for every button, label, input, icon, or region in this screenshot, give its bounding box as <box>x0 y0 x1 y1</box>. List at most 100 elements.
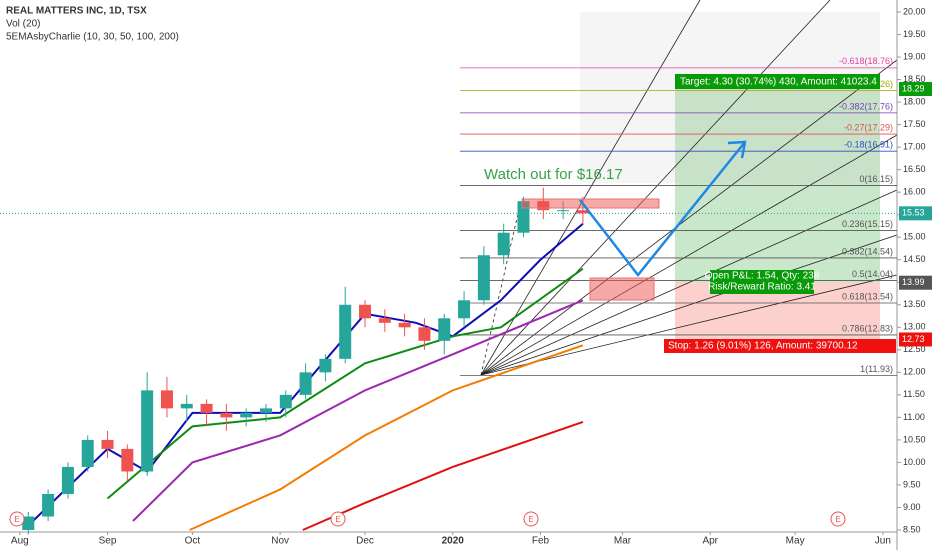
earnings-label: E <box>835 515 840 524</box>
earnings-marker <box>523 511 539 527</box>
candle-body <box>576 210 589 214</box>
price-label-box <box>899 332 932 347</box>
price-label: 15.53 <box>902 208 925 218</box>
candle-body <box>497 232 510 256</box>
y-tick-label: 16.50 <box>903 164 926 174</box>
y-tick-label: 20.00 <box>903 6 926 16</box>
y-tick-label: 9.00 <box>903 502 921 512</box>
y-tick-label: 14.50 <box>903 254 926 264</box>
price-label-box <box>899 82 932 97</box>
fan-ray <box>480 274 898 376</box>
fan-ray <box>480 0 831 376</box>
fib-label: 0.618(13.54) <box>842 291 893 301</box>
volume-label: Vol (20) <box>6 19 40 30</box>
x-tick-label: Sep <box>99 536 117 547</box>
target-text: Target: 4.30 (30.74%) 430, Amount: 41023… <box>680 77 877 88</box>
candle-body <box>220 412 233 418</box>
symbol-title: REAL MATTERS INC, 1D, TSX <box>6 6 147 17</box>
price-label-box <box>899 275 932 290</box>
fib-label: 0(16.15) <box>859 174 893 184</box>
candle-body <box>160 390 173 409</box>
ema-line <box>189 344 584 531</box>
y-tick-label: 18.00 <box>903 96 926 106</box>
fan-shade <box>580 12 880 184</box>
candle-body <box>398 322 411 328</box>
candle-body <box>557 210 570 212</box>
price-label-box <box>899 206 932 221</box>
annotation: Watch out for $16.17 <box>484 166 623 183</box>
candle-body <box>42 493 55 517</box>
earnings-label: E <box>14 515 19 524</box>
fib-label: -0.18(16.91) <box>844 140 893 150</box>
fib-label: 0.382(14.54) <box>842 246 893 256</box>
ema-line <box>132 299 584 522</box>
fib-label: 1(11.93) <box>860 364 893 374</box>
x-tick-label: Feb <box>532 536 550 547</box>
fan-ray <box>480 204 521 376</box>
pnl-text: Risk/Reward Ratio: 3.41 <box>708 282 816 293</box>
indicator-label: 5EMAsbyCharlie (10, 30, 50, 100, 200) <box>6 32 179 43</box>
x-tick-label: May <box>786 536 805 547</box>
fib-label: -0.382(17.76) <box>839 101 893 111</box>
candle-body <box>180 403 193 409</box>
candle-body <box>101 439 114 449</box>
earnings-label: E <box>335 515 340 524</box>
fib-label: -0.27(17.29) <box>844 122 893 132</box>
y-tick-label: 18.50 <box>903 74 926 84</box>
fib-label: 0.5(14.04) <box>852 269 893 279</box>
ema-line <box>106 267 584 500</box>
candle-body <box>477 255 490 301</box>
x-tick-label: Jun <box>875 536 891 547</box>
stop-box <box>664 339 896 353</box>
earnings-marker <box>330 511 346 527</box>
y-tick-label: 10.50 <box>903 434 926 444</box>
y-tick-label: 19.50 <box>903 29 926 39</box>
earnings-marker <box>830 511 846 527</box>
y-tick-label: 11.00 <box>903 412 925 422</box>
projection-arrow <box>579 141 746 278</box>
candle-body <box>141 390 154 472</box>
candle-body <box>81 439 94 467</box>
candle-body <box>319 358 332 373</box>
candle-body <box>438 318 451 341</box>
candle-body <box>339 304 352 359</box>
x-tick-label: Apr <box>702 536 718 547</box>
x-tick-label: Oct <box>185 536 201 547</box>
zone <box>521 198 660 209</box>
price-label: 18.29 <box>902 83 925 93</box>
y-tick-label: 17.00 <box>903 142 926 152</box>
price-label: 12.73 <box>902 334 925 344</box>
candle-body <box>458 300 471 319</box>
arrow-head <box>727 140 747 159</box>
fib-label: 0.786(12.83) <box>842 323 893 333</box>
fib-label: -0.618(18.76) <box>839 56 893 66</box>
stop-text: Stop: 1.26 (9.01%) 126, Amount: 39700.12 <box>668 341 858 352</box>
candle-body <box>61 466 74 494</box>
candle-body <box>418 327 431 341</box>
candle-body <box>22 516 35 530</box>
candle-body <box>200 403 213 413</box>
y-tick-label: 12.00 <box>903 367 926 377</box>
candle-body <box>299 372 312 395</box>
fib-label: 0.236(15.15) <box>842 219 893 229</box>
y-tick-label: 8.50 <box>903 524 921 534</box>
candle-body <box>259 408 272 413</box>
fan-ray <box>480 189 898 376</box>
candle-body <box>378 318 391 323</box>
y-tick-label: 11.50 <box>903 389 925 399</box>
x-tick-label: Nov <box>271 536 289 547</box>
candle-body <box>359 304 372 319</box>
earnings-label: E <box>528 515 533 524</box>
x-tick-label: Dec <box>356 536 374 547</box>
pnl-box <box>710 270 814 294</box>
y-tick-label: 16.00 <box>903 187 926 197</box>
candle-body <box>517 201 530 233</box>
pnl-text: Open P&L: 1.54, Qty: 238 <box>705 271 820 282</box>
y-tick-label: 13.00 <box>903 322 926 332</box>
x-tick-label: Aug <box>11 536 29 547</box>
y-tick-label: 9.50 <box>903 479 921 489</box>
x-tick-label: Mar <box>614 536 632 547</box>
price-label: 13.99 <box>902 277 925 287</box>
y-tick-label: 17.50 <box>903 119 926 129</box>
